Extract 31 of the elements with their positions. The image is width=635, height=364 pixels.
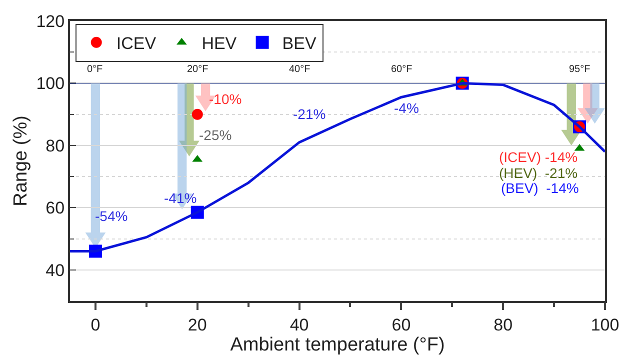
annotation: -4% xyxy=(394,100,419,116)
annotation: 20°F xyxy=(187,64,208,75)
annotation: (HEV) -21% xyxy=(499,165,578,181)
x-tick-label: 100 xyxy=(590,315,620,334)
annotation: (BEV) -14% xyxy=(501,180,579,196)
x-tick-label: 40 xyxy=(290,315,309,334)
x-tick-label: 80 xyxy=(494,315,513,334)
annotation: 60°F xyxy=(391,64,412,75)
annotation: 95°F xyxy=(569,64,590,75)
x-tick-label: 60 xyxy=(392,315,411,334)
annotation: 40°F xyxy=(289,64,310,75)
legend-label: ICEV xyxy=(116,34,157,53)
y-tick-label: 120 xyxy=(36,12,65,31)
annotation: -41% xyxy=(164,190,197,206)
y-tick-label: 40 xyxy=(46,260,65,280)
annotation: -54% xyxy=(95,208,128,224)
annotation: -25% xyxy=(199,127,232,143)
x-axis-title: Ambient temperature (°F) xyxy=(230,334,445,356)
annotation: -10% xyxy=(209,91,242,107)
x-tick-label: 20 xyxy=(188,315,207,334)
y-tick-label: 100 xyxy=(36,74,65,94)
x-tick-label: 0 xyxy=(90,315,100,334)
y-axis-title: Range (%) xyxy=(10,116,32,206)
annotation: -21% xyxy=(293,106,326,122)
annotation: 0°F xyxy=(87,64,103,75)
legend-label: HEV xyxy=(202,34,238,53)
point xyxy=(192,108,203,120)
legend-label: BEV xyxy=(282,34,317,53)
y-tick-label: 80 xyxy=(46,136,65,156)
y-tick-label: 60 xyxy=(46,198,65,218)
annotation: (ICEV) -14% xyxy=(499,149,578,165)
